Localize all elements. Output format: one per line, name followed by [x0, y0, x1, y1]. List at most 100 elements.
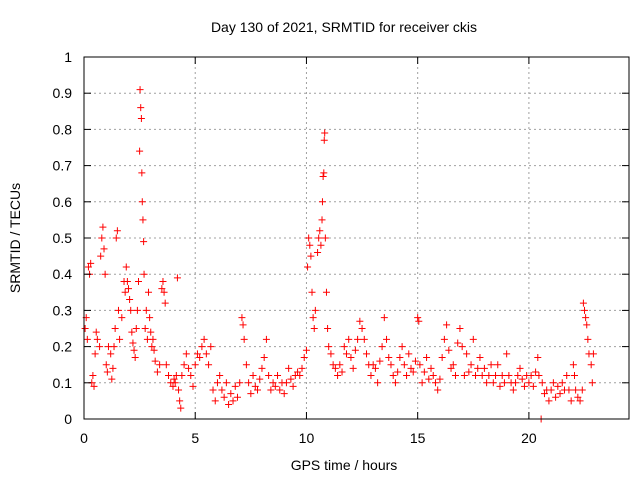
data-point — [309, 314, 317, 322]
data-point — [240, 335, 248, 343]
data-point — [171, 379, 179, 387]
data-point — [427, 364, 435, 372]
data-point — [135, 277, 142, 285]
data-point — [160, 288, 168, 296]
data-point — [287, 375, 295, 383]
data-point — [315, 234, 323, 242]
data-point — [130, 346, 138, 354]
data-point — [114, 306, 122, 314]
data-point — [587, 361, 595, 369]
data-point — [552, 393, 560, 401]
data-point — [345, 335, 353, 343]
y-tick-labels: 0 0.1 0.2 0.3 0.4 0.5 0.6 0.7 0.8 0.9 1 — [53, 49, 73, 427]
data-point — [229, 397, 237, 405]
data-point — [496, 382, 504, 390]
data-point — [145, 288, 153, 296]
data-point — [307, 252, 315, 260]
data-point — [405, 350, 413, 358]
data-point — [583, 321, 591, 329]
data-point — [156, 361, 164, 369]
data-point — [578, 386, 586, 394]
data-point — [247, 390, 255, 398]
data-point — [396, 353, 404, 361]
data-point — [225, 401, 233, 409]
data-point — [84, 263, 92, 271]
data-point — [514, 372, 522, 380]
data-point — [447, 364, 455, 372]
data-point — [356, 317, 364, 325]
data-point — [182, 350, 190, 358]
data-point — [451, 372, 459, 380]
data-point — [193, 350, 201, 358]
data-point — [83, 335, 91, 343]
data-point — [325, 343, 333, 351]
y-tick-label: 0.6 — [53, 194, 73, 210]
data-point — [211, 397, 219, 405]
data-point — [140, 238, 148, 246]
data-point — [233, 393, 241, 401]
data-point — [198, 343, 206, 351]
y-tick-label: 0.7 — [53, 158, 73, 174]
data-point — [498, 372, 506, 380]
data-point — [445, 346, 453, 354]
data-point — [151, 357, 159, 365]
data-point — [180, 361, 188, 369]
data-point — [296, 372, 304, 380]
data-point — [102, 361, 110, 369]
data-point — [391, 379, 399, 387]
data-point — [321, 234, 329, 242]
data-point — [454, 339, 462, 347]
data-point — [110, 343, 118, 351]
data-point — [136, 147, 144, 155]
data-point — [138, 169, 146, 177]
data-point — [394, 368, 402, 376]
data-point — [176, 397, 184, 405]
data-point — [556, 390, 564, 398]
data-point — [367, 372, 375, 380]
data-point — [256, 375, 264, 383]
x-tick-label: 0 — [80, 430, 88, 446]
data-point — [96, 343, 104, 351]
data-point — [472, 372, 480, 380]
data-point — [90, 382, 98, 390]
data-point — [289, 382, 297, 390]
data-point — [274, 372, 282, 380]
data-point — [489, 379, 497, 387]
data-point — [476, 353, 484, 361]
data-point — [503, 350, 511, 358]
data-point — [324, 325, 332, 332]
data-point — [142, 306, 150, 314]
data-point — [449, 361, 457, 369]
data-point — [425, 375, 433, 383]
data-point — [258, 364, 266, 372]
data-point — [191, 361, 199, 369]
data-point — [118, 314, 126, 322]
data-point — [140, 270, 148, 278]
data-point — [218, 386, 226, 394]
data-point — [147, 328, 155, 336]
data-point — [460, 372, 468, 380]
data-point — [239, 321, 247, 329]
data-point — [112, 234, 120, 242]
data-point — [436, 375, 444, 383]
data-point — [318, 216, 326, 224]
data-point — [123, 277, 131, 285]
data-point — [305, 234, 313, 242]
data-point — [141, 325, 149, 332]
data-point — [91, 350, 99, 358]
data-point — [254, 386, 262, 394]
data-point — [108, 375, 116, 383]
data-point — [342, 350, 350, 358]
data-point — [520, 382, 528, 390]
data-point — [107, 350, 115, 358]
data-point — [216, 372, 224, 380]
data-point — [571, 372, 578, 380]
data-point — [146, 314, 154, 322]
data-point — [485, 372, 493, 380]
data-point — [269, 379, 277, 387]
data-point — [414, 314, 422, 322]
data-point — [538, 379, 546, 387]
data-point — [582, 314, 590, 322]
data-point — [347, 353, 355, 361]
x-tick-label: 20 — [521, 430, 537, 446]
